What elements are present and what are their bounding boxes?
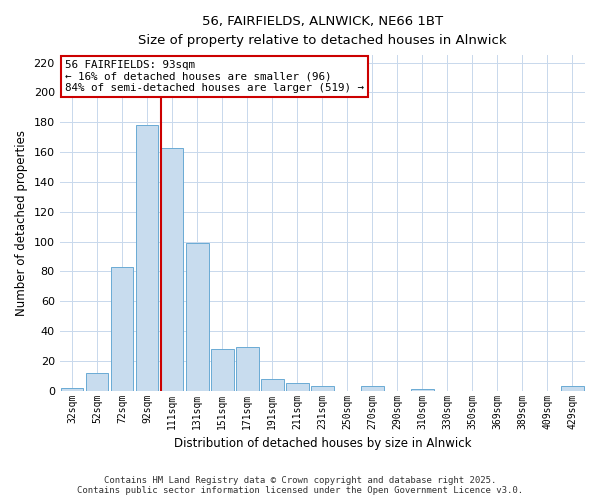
Bar xyxy=(86,372,109,390)
X-axis label: Distribution of detached houses by size in Alnwick: Distribution of detached houses by size … xyxy=(173,437,471,450)
Bar xyxy=(411,389,434,390)
Bar xyxy=(111,267,133,390)
Bar xyxy=(186,243,209,390)
Bar xyxy=(236,348,259,391)
Bar xyxy=(136,125,158,390)
Bar xyxy=(311,386,334,390)
Bar xyxy=(286,383,308,390)
Y-axis label: Number of detached properties: Number of detached properties xyxy=(15,130,28,316)
Text: 56 FAIRFIELDS: 93sqm
← 16% of detached houses are smaller (96)
84% of semi-detac: 56 FAIRFIELDS: 93sqm ← 16% of detached h… xyxy=(65,60,364,94)
Bar xyxy=(361,386,383,390)
Bar xyxy=(161,148,184,390)
Text: Contains HM Land Registry data © Crown copyright and database right 2025.
Contai: Contains HM Land Registry data © Crown c… xyxy=(77,476,523,495)
Bar xyxy=(261,378,284,390)
Bar xyxy=(211,349,233,391)
Title: 56, FAIRFIELDS, ALNWICK, NE66 1BT
Size of property relative to detached houses i: 56, FAIRFIELDS, ALNWICK, NE66 1BT Size o… xyxy=(138,15,506,47)
Bar xyxy=(561,386,584,390)
Bar xyxy=(61,388,83,390)
